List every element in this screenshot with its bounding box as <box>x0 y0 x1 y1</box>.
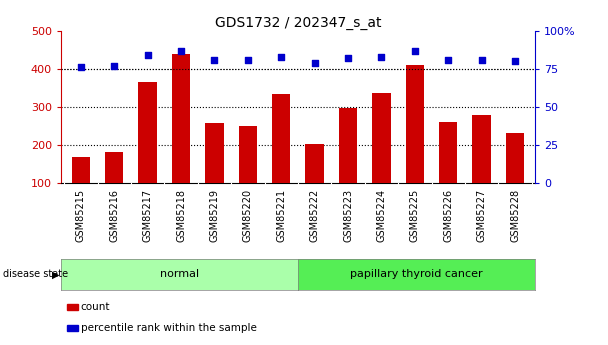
Bar <box>339 108 358 183</box>
Point <box>76 65 86 70</box>
Text: GSM85220: GSM85220 <box>243 189 253 242</box>
Point <box>243 57 253 63</box>
Point <box>210 57 219 63</box>
Text: GSM85215: GSM85215 <box>76 189 86 242</box>
Point <box>343 56 353 61</box>
Text: GSM85224: GSM85224 <box>376 189 387 242</box>
Bar <box>238 126 257 183</box>
Text: GSM85218: GSM85218 <box>176 189 186 242</box>
Point <box>309 60 319 66</box>
Point <box>109 63 119 69</box>
Text: percentile rank within the sample: percentile rank within the sample <box>81 323 257 333</box>
Bar <box>305 144 324 183</box>
Text: ▶: ▶ <box>52 269 59 279</box>
Text: GSM85221: GSM85221 <box>276 189 286 242</box>
Bar <box>272 94 291 183</box>
Point <box>176 48 186 53</box>
Title: GDS1732 / 202347_s_at: GDS1732 / 202347_s_at <box>215 16 381 30</box>
Point <box>143 52 153 58</box>
Point <box>477 57 486 63</box>
Text: disease state: disease state <box>3 269 68 279</box>
Bar <box>67 325 78 331</box>
Bar <box>105 152 123 183</box>
Bar <box>406 65 424 183</box>
Text: count: count <box>81 302 111 312</box>
Text: GSM85227: GSM85227 <box>477 189 486 242</box>
Text: GSM85219: GSM85219 <box>209 189 219 242</box>
Text: GSM85222: GSM85222 <box>309 189 320 242</box>
Text: GSM85225: GSM85225 <box>410 189 420 242</box>
Text: GSM85216: GSM85216 <box>109 189 119 242</box>
Text: GSM85226: GSM85226 <box>443 189 453 242</box>
Bar <box>172 54 190 183</box>
Text: papillary thyroid cancer: papillary thyroid cancer <box>350 269 483 279</box>
Text: GSM85223: GSM85223 <box>343 189 353 242</box>
Text: GSM85217: GSM85217 <box>143 189 153 242</box>
Text: GSM85228: GSM85228 <box>510 189 520 242</box>
Bar <box>67 304 78 310</box>
Bar <box>372 93 390 183</box>
Point <box>376 54 386 60</box>
Point <box>410 48 420 53</box>
Bar <box>506 133 524 183</box>
Bar <box>72 157 90 183</box>
Bar <box>439 122 457 183</box>
Point <box>443 57 453 63</box>
Bar <box>472 115 491 183</box>
Bar <box>206 123 224 183</box>
Point <box>510 59 520 64</box>
Text: normal: normal <box>160 269 199 279</box>
Point <box>277 54 286 60</box>
Bar <box>139 82 157 183</box>
